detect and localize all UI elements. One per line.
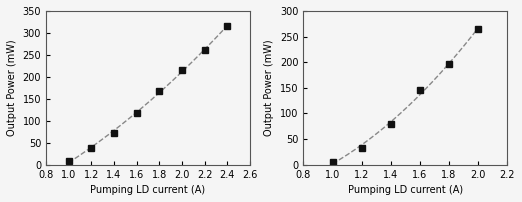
X-axis label: Pumping LD current (A): Pumping LD current (A) [348, 185, 463, 195]
Y-axis label: Output Power (mW): Output Power (mW) [7, 39, 17, 136]
X-axis label: Pumping LD current (A): Pumping LD current (A) [90, 185, 206, 195]
Y-axis label: Output Power (mW): Output Power (mW) [265, 39, 275, 136]
